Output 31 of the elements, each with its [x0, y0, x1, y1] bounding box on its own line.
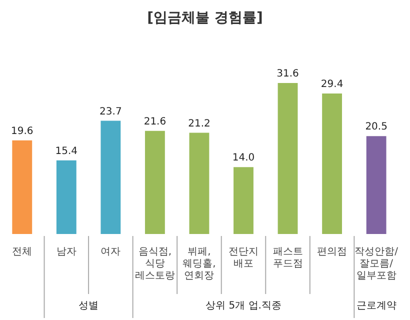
bar — [366, 136, 386, 234]
data-label: 15.4 — [55, 146, 78, 158]
bar — [144, 130, 165, 234]
chart-title: [임금체불 경험률] — [147, 10, 263, 26]
x-tick-label: 전체 — [12, 246, 32, 258]
x-tick-label: 편의점 — [317, 246, 348, 258]
data-label: 20.5 — [365, 122, 388, 133]
data-label: 14.0 — [232, 152, 255, 164]
data-label: 21.6 — [144, 116, 166, 128]
bar — [189, 132, 210, 234]
x-tick-label: 패스트 푸드점 — [272, 246, 303, 270]
x-tick-label: 음식점, 식당 레스토랑 — [134, 246, 175, 282]
text: 근로계약 — [356, 300, 396, 312]
bar — [234, 167, 254, 234]
text: 성별 — [78, 300, 99, 312]
bar — [100, 120, 121, 234]
x-tick-label: 남자 — [56, 246, 76, 258]
bar — [322, 94, 342, 234]
x-tick-label: 뷔페, 웨딩홀, 연회장 — [182, 246, 216, 282]
data-label: 23.7 — [100, 106, 122, 118]
x-tick-label: 여자 — [100, 246, 121, 258]
bar — [278, 83, 298, 234]
data-label: 19.6 — [11, 126, 34, 137]
x-tick-label: 작성안함/ 잘모름/ 일부포함 — [354, 246, 399, 282]
bar — [56, 160, 76, 234]
x-tick-label: 전단지 배포 — [228, 246, 258, 270]
bar — [12, 140, 32, 234]
text: 상위 5개 업.직종 — [206, 300, 282, 312]
data-label: 29.4 — [320, 79, 344, 90]
data-label: 31.6 — [276, 68, 299, 80]
data-label: 21.2 — [188, 118, 210, 130]
